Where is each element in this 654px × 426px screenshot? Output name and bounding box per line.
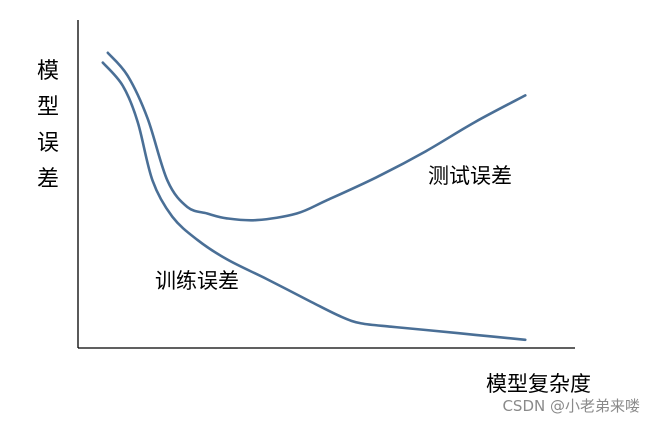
y-axis-label-char: 误 (37, 131, 59, 156)
axes (77, 20, 575, 349)
series-line-test-error (106, 51, 527, 222)
y-axis-label-char: 型 (37, 95, 59, 120)
y-axis-label-char: 模 (37, 59, 59, 84)
watermark-text: CSDN @小老弟来喽 (502, 397, 640, 415)
series-label-test-error: 测试误差 (428, 164, 512, 188)
y-axis-label-char: 差 (37, 167, 59, 192)
series-line-train-error (101, 61, 527, 342)
series-label-train-error: 训练误差 (155, 269, 239, 293)
series-layer (101, 51, 527, 342)
x-axis-label: 模型复杂度 (486, 372, 591, 396)
